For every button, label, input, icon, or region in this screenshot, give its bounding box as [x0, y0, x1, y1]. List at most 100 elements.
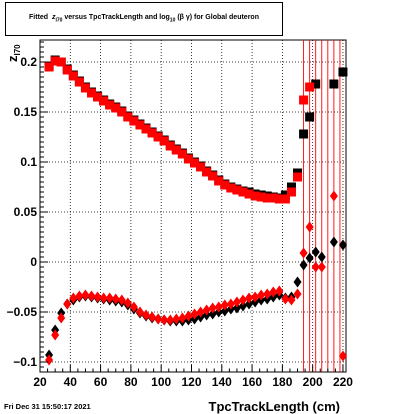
diamond-marker: [317, 261, 326, 273]
axes: 20 40 60 80 100 120 140 160 180 200 220 −0.1 −0.05 0 0…: [7, 41, 353, 389]
square-marker: [329, 79, 339, 89]
title-z-subscript: I70: [55, 17, 63, 24]
x-tick-label: 160: [242, 375, 262, 389]
error-bars: [303, 40, 341, 372]
x-tick-label: 200: [303, 375, 323, 389]
square-marker: [190, 158, 200, 168]
title-suffix: (β γ) for Global deuteron: [177, 14, 259, 22]
square-marker: [238, 187, 248, 197]
x-axis-label: TpcTrackLength (cm): [209, 399, 340, 414]
diamond-marker: [208, 302, 217, 314]
diamond-marker: [51, 329, 60, 341]
diamond-marker: [190, 308, 199, 320]
square-marker: [80, 83, 90, 93]
square-marker: [183, 154, 193, 164]
diamond-marker: [311, 261, 320, 273]
square-marker: [87, 88, 97, 98]
y-tick-label: 0.15: [14, 105, 38, 119]
square-marker: [62, 65, 72, 75]
square-marker: [305, 82, 315, 92]
square-marker: [159, 136, 169, 146]
diamond-marker: [154, 313, 163, 325]
diamond-marker: [202, 304, 211, 316]
chart-title-box: Fitted zI70 versus TpcTrackLength and lo…: [5, 2, 283, 36]
diamond-marker: [184, 310, 193, 322]
square-marker: [214, 176, 224, 186]
square-marker: [177, 149, 187, 159]
diamond-marker: [305, 221, 314, 233]
square-marker: [50, 56, 60, 66]
diamond-marker: [281, 293, 290, 305]
diamond-marker: [338, 239, 347, 251]
diamond-marker: [232, 302, 241, 314]
x-tick-label: 100: [151, 375, 171, 389]
square-marker: [171, 145, 181, 155]
diamond-marker: [245, 292, 254, 304]
y-axis-label-symbol: z: [5, 55, 20, 62]
square-marker: [105, 100, 115, 110]
data-markers: [44, 55, 348, 366]
diamond-marker: [293, 288, 302, 300]
x-tick-label: 120: [181, 375, 201, 389]
diamond-marker: [208, 308, 217, 320]
diamond-marker: [160, 314, 169, 326]
x-tick-label: 20: [33, 375, 47, 389]
square-marker: [196, 162, 206, 172]
diamond-marker: [45, 354, 54, 366]
x-tick-label: 180: [272, 375, 292, 389]
square-marker: [305, 112, 315, 122]
square-marker: [286, 182, 296, 192]
square-marker: [274, 194, 284, 204]
x-tick-label: 220: [333, 375, 353, 389]
diamond-marker: [305, 252, 314, 264]
diamond-marker: [245, 298, 254, 310]
diamond-marker: [293, 276, 302, 288]
diamond-marker: [220, 299, 229, 311]
diamond-marker: [311, 246, 320, 258]
diamond-marker: [317, 251, 326, 263]
square-marker: [129, 116, 139, 126]
square-marker: [338, 67, 348, 77]
diamond-marker: [299, 247, 308, 259]
y-tick-label: 0.1: [20, 155, 37, 169]
square-marker: [226, 183, 236, 193]
diamond-marker: [135, 306, 144, 318]
diamond-marker: [69, 292, 78, 304]
square-marker: [220, 180, 230, 190]
diamond-marker: [338, 350, 347, 362]
title-prefix: Fitted: [29, 14, 49, 22]
square-marker: [256, 192, 266, 202]
y-axis-label: zI70: [5, 44, 22, 62]
diamond-marker: [251, 291, 260, 303]
title-middle: versus TpcTrackLength and log: [64, 14, 170, 22]
diamond-marker: [93, 291, 102, 303]
square-marker: [44, 62, 54, 72]
diamond-marker: [105, 292, 114, 304]
footer-date: Fri Dec 31 15:50:17 2021: [4, 402, 91, 411]
diamond-marker: [75, 290, 84, 302]
square-marker: [244, 189, 254, 199]
square-marker: [147, 128, 157, 138]
diamond-marker: [220, 305, 229, 317]
x-tick-label: 140: [212, 375, 232, 389]
diamond-marker: [287, 294, 296, 306]
square-marker: [123, 112, 133, 122]
diamond-marker: [238, 294, 247, 306]
diamond-marker: [142, 309, 151, 321]
y-tick-label: 0: [30, 255, 37, 269]
diamond-marker: [117, 294, 126, 306]
square-marker: [232, 185, 242, 195]
square-marker: [262, 193, 272, 203]
square-marker: [293, 172, 303, 182]
square-marker: [93, 92, 103, 102]
y-tick-label: 0.05: [14, 205, 38, 219]
plot-frame: [39, 39, 347, 373]
square-marker: [56, 57, 66, 67]
diamond-marker: [99, 292, 108, 304]
diamond-marker: [178, 312, 187, 324]
diamond-marker: [148, 311, 157, 323]
diamond-marker: [263, 288, 272, 300]
square-marker: [311, 79, 321, 89]
diamond-marker: [63, 298, 72, 310]
